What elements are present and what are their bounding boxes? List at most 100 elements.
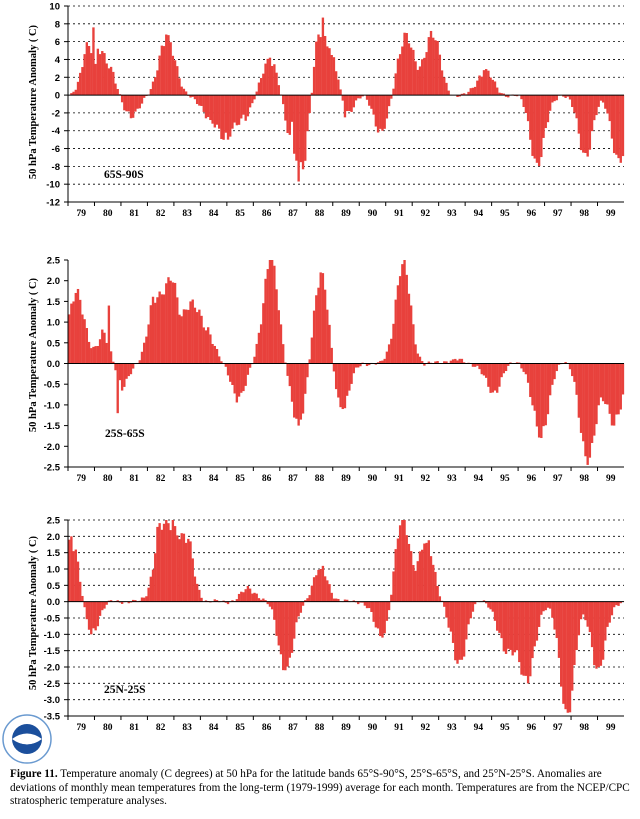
- bar-month-8: [85, 601, 89, 620]
- bar-month-106: [301, 95, 305, 170]
- bar-month-224: [562, 601, 565, 704]
- x-tick-label: 87: [288, 723, 298, 733]
- bar-month-141: [379, 95, 382, 129]
- bar-month-193: [493, 363, 497, 391]
- bar-month-148: [394, 299, 397, 364]
- bar-month-167: [436, 585, 439, 602]
- bar-month-228: [571, 363, 574, 377]
- bar-month-8: [85, 42, 89, 96]
- bar-month-2: [72, 91, 75, 96]
- bar-month-197: [502, 363, 506, 374]
- bar-month-166: [434, 571, 437, 602]
- y-tick-label: -2.5: [44, 463, 61, 474]
- bar-month-18: [107, 305, 111, 364]
- bar-month-216: [544, 601, 547, 611]
- bar-month-208: [526, 363, 530, 383]
- bar-month-245: [608, 363, 611, 414]
- bar-month-72: [226, 363, 230, 376]
- bar-month-184: [473, 86, 477, 96]
- x-tick-label: 96: [527, 209, 537, 219]
- x-tick-label: 80: [103, 723, 113, 733]
- bar-month-214: [540, 95, 543, 158]
- bar-month-192: [491, 79, 494, 96]
- bar-month-234: [584, 95, 587, 153]
- bar-month-177: [458, 601, 461, 660]
- bar-month-42: [160, 294, 164, 364]
- bar-month-150: [398, 54, 402, 96]
- bar-month-143: [383, 601, 386, 634]
- bar-month-156: [412, 565, 415, 602]
- bar-month-116: [323, 36, 327, 96]
- x-tick-label: 79: [76, 474, 86, 484]
- y-tick-label: 10: [49, 2, 60, 13]
- bar-month-16: [103, 601, 106, 609]
- bar-month-144: [385, 601, 389, 621]
- bar-month-107: [304, 95, 307, 161]
- bar-month-146: [390, 338, 393, 364]
- bar-month-149: [396, 58, 400, 96]
- bar-month-55: [189, 541, 192, 602]
- bar-month-136: [368, 95, 371, 106]
- bar-month-249: [617, 601, 620, 606]
- bar-month-82: [248, 588, 252, 602]
- bar-month-216: [544, 363, 547, 426]
- y-tick-label: 6: [55, 37, 60, 48]
- y-tick-label: -1.0: [44, 400, 60, 411]
- bar-month-80: [244, 589, 247, 602]
- bar-month-9: [87, 341, 91, 364]
- bar-month-58: [195, 95, 199, 105]
- bar-month-75: [233, 95, 236, 123]
- bar-month-106: [301, 601, 305, 606]
- bar-month-33: [140, 351, 144, 364]
- bar-month-242: [601, 601, 605, 660]
- y-tick-label: -2.0: [44, 442, 60, 453]
- bar-month-102: [293, 601, 296, 639]
- band-label: 65S-90S: [104, 169, 144, 181]
- bar-month-14: [98, 339, 102, 364]
- bar-month-167: [436, 41, 439, 96]
- bar-month-38: [151, 296, 155, 364]
- bar-month-156: [412, 49, 415, 96]
- bar-month-98: [284, 601, 287, 671]
- y-tick-label: 4: [55, 55, 61, 66]
- bar-month-35: [145, 336, 148, 364]
- bar-month-219: [551, 363, 554, 385]
- bar-month-225: [564, 95, 567, 98]
- bar-month-228: [571, 601, 574, 691]
- x-tick-label: 82: [156, 474, 166, 484]
- bar-month-3: [74, 549, 77, 602]
- bar-month-197: [502, 601, 506, 652]
- bar-month-184: [473, 363, 477, 367]
- bar-month-60: [200, 315, 203, 364]
- bar-month-60: [200, 597, 203, 602]
- bar-month-10: [90, 601, 93, 635]
- x-tick-label: 93: [447, 723, 457, 733]
- bar-month-177: [458, 95, 461, 97]
- bar-month-166: [434, 40, 437, 96]
- bar-month-154: [407, 43, 411, 96]
- bar-month-164: [429, 30, 433, 96]
- bar-month-195: [498, 601, 501, 633]
- bar-month-65: [211, 343, 214, 364]
- bar-month-182: [469, 88, 472, 96]
- bar-month-155: [409, 47, 413, 96]
- bar-month-83: [251, 593, 254, 602]
- bar-month-2: [72, 551, 75, 602]
- bar-month-91: [268, 57, 272, 96]
- bar-month-84: [253, 95, 256, 100]
- bar-month-161: [423, 363, 426, 366]
- bar-month-215: [542, 95, 545, 138]
- bar-month-102: [293, 95, 296, 154]
- bar-month-113: [317, 287, 320, 364]
- bar-month-73: [229, 95, 232, 137]
- bar-month-116: [323, 576, 327, 602]
- bar-month-4: [76, 288, 80, 364]
- bar-month-147: [392, 323, 395, 364]
- bar-month-1: [70, 93, 73, 96]
- bar-month-159: [418, 356, 422, 364]
- bar-month-53: [184, 309, 188, 364]
- bar-month-79: [242, 95, 245, 115]
- bar-month-238: [593, 363, 596, 436]
- bar-month-55: [189, 301, 192, 364]
- bar-month-119: [330, 55, 333, 96]
